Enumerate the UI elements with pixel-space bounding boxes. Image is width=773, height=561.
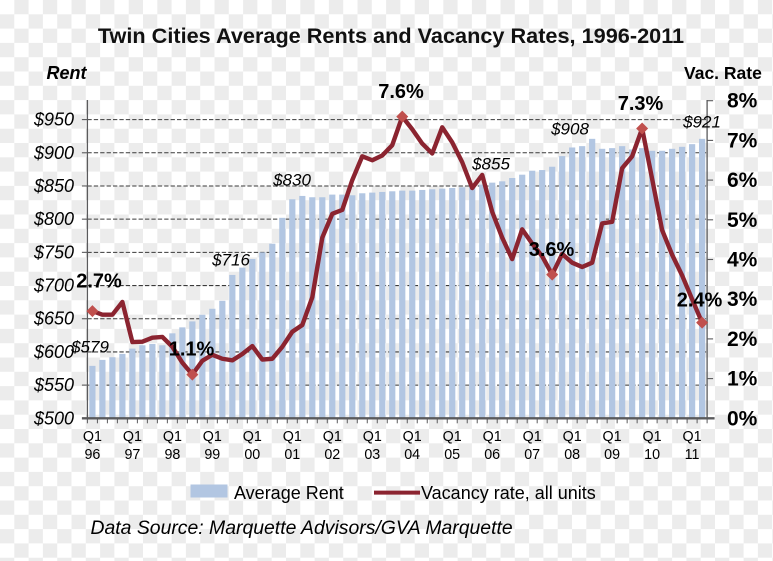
svg-text:8%: 8%: [727, 90, 758, 113]
svg-text:Twin Cities Average Rents and: Twin Cities Average Rents and Vacancy Ra…: [98, 23, 684, 48]
svg-text:6%: 6%: [727, 169, 758, 192]
svg-text:Q1: Q1: [563, 429, 582, 445]
svg-text:$950: $950: [33, 110, 74, 130]
svg-text:$800: $800: [33, 209, 74, 229]
svg-text:1.1%: 1.1%: [169, 339, 215, 361]
svg-text:Q1: Q1: [523, 429, 542, 445]
svg-text:07: 07: [524, 447, 540, 463]
svg-text:98: 98: [164, 447, 180, 463]
svg-text:Q1: Q1: [363, 429, 382, 445]
svg-text:Q1: Q1: [403, 429, 422, 445]
svg-text:$830: $830: [272, 171, 311, 190]
svg-text:4%: 4%: [727, 249, 758, 272]
svg-text:7%: 7%: [727, 129, 758, 152]
svg-text:$750: $750: [33, 242, 74, 262]
svg-text:06: 06: [484, 447, 500, 463]
svg-text:Q1: Q1: [203, 429, 222, 445]
svg-text:Q1: Q1: [483, 429, 502, 445]
svg-text:5%: 5%: [727, 209, 758, 232]
svg-text:2.7%: 2.7%: [76, 271, 122, 293]
svg-text:Q1: Q1: [443, 429, 462, 445]
svg-text:Data Source: Marquette Advisor: Data Source: Marquette Advisors/GVA Marq…: [91, 517, 513, 539]
svg-text:7.6%: 7.6%: [378, 81, 424, 103]
svg-text:$900: $900: [33, 143, 74, 163]
svg-text:Vacancy rate, all units: Vacancy rate, all units: [421, 483, 596, 503]
svg-text:03: 03: [364, 447, 380, 463]
svg-text:02: 02: [324, 447, 340, 463]
svg-text:Rent: Rent: [47, 63, 88, 83]
svg-text:$855: $855: [471, 155, 510, 174]
svg-text:10: 10: [644, 447, 660, 463]
svg-text:99: 99: [204, 447, 220, 463]
svg-text:Average Rent: Average Rent: [234, 483, 344, 503]
svg-text:Vac. Rate: Vac. Rate: [684, 63, 762, 83]
svg-text:01: 01: [284, 447, 300, 463]
svg-text:$921: $921: [682, 113, 721, 132]
svg-text:Q1: Q1: [323, 429, 342, 445]
svg-text:04: 04: [404, 447, 420, 463]
svg-text:05: 05: [444, 447, 460, 463]
svg-text:3%: 3%: [727, 288, 758, 311]
svg-text:2.4%: 2.4%: [677, 290, 723, 312]
svg-text:Q1: Q1: [123, 429, 142, 445]
svg-text:08: 08: [564, 447, 580, 463]
svg-text:Q1: Q1: [643, 429, 662, 445]
svg-text:$550: $550: [33, 375, 74, 395]
svg-text:$700: $700: [33, 276, 74, 296]
svg-text:$600: $600: [33, 342, 74, 362]
svg-text:Q1: Q1: [83, 429, 102, 445]
svg-text:Q1: Q1: [163, 429, 182, 445]
svg-text:3.6%: 3.6%: [529, 239, 575, 261]
svg-text:2%: 2%: [727, 328, 758, 351]
svg-text:Q1: Q1: [603, 429, 622, 445]
svg-text:$500: $500: [33, 408, 74, 428]
svg-text:Q1: Q1: [683, 429, 702, 445]
svg-text:11: 11: [685, 447, 700, 463]
svg-text:$716: $716: [211, 251, 250, 270]
svg-text:$650: $650: [33, 309, 74, 329]
svg-text:7.3%: 7.3%: [618, 93, 664, 115]
svg-text:97: 97: [124, 447, 140, 463]
svg-text:$850: $850: [33, 176, 74, 196]
svg-text:Q1: Q1: [283, 429, 302, 445]
svg-text:Q1: Q1: [243, 429, 262, 445]
svg-text:96: 96: [84, 447, 100, 463]
svg-text:09: 09: [604, 447, 620, 463]
svg-text:$579: $579: [70, 338, 109, 357]
svg-text:00: 00: [244, 447, 260, 463]
svg-text:1%: 1%: [727, 368, 758, 391]
svg-text:$908: $908: [550, 120, 589, 139]
svg-text:0%: 0%: [727, 407, 758, 430]
